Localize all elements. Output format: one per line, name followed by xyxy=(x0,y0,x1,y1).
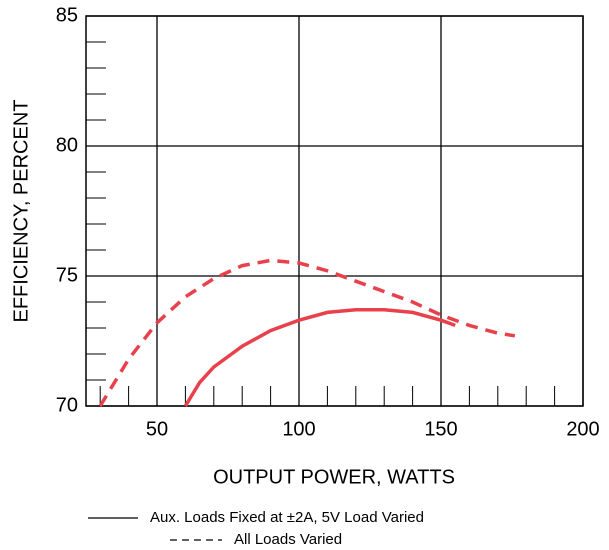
y-tick-label: 85 xyxy=(56,4,78,26)
y-tick-label: 80 xyxy=(56,134,78,156)
x-tick-label: 100 xyxy=(282,418,315,440)
x-axis-label: OUTPUT POWER, WATTS xyxy=(213,466,455,488)
y-axis-label: EFFICIENCY, PERCENT xyxy=(10,100,32,323)
y-tick-label: 75 xyxy=(56,264,78,286)
series-line xyxy=(98,258,516,407)
legend-label: All Loads Varied xyxy=(234,531,342,548)
plot-frame xyxy=(85,15,584,407)
x-tick-label: 150 xyxy=(424,418,457,440)
legend-label: Aux. Loads Fixed at ±2A, 5V Load Varied xyxy=(150,509,424,526)
x-tick-label: 50 xyxy=(146,418,168,440)
y-tick-label: 70 xyxy=(56,394,78,416)
series-line xyxy=(183,308,456,407)
x-tick-label: 200 xyxy=(566,418,599,440)
